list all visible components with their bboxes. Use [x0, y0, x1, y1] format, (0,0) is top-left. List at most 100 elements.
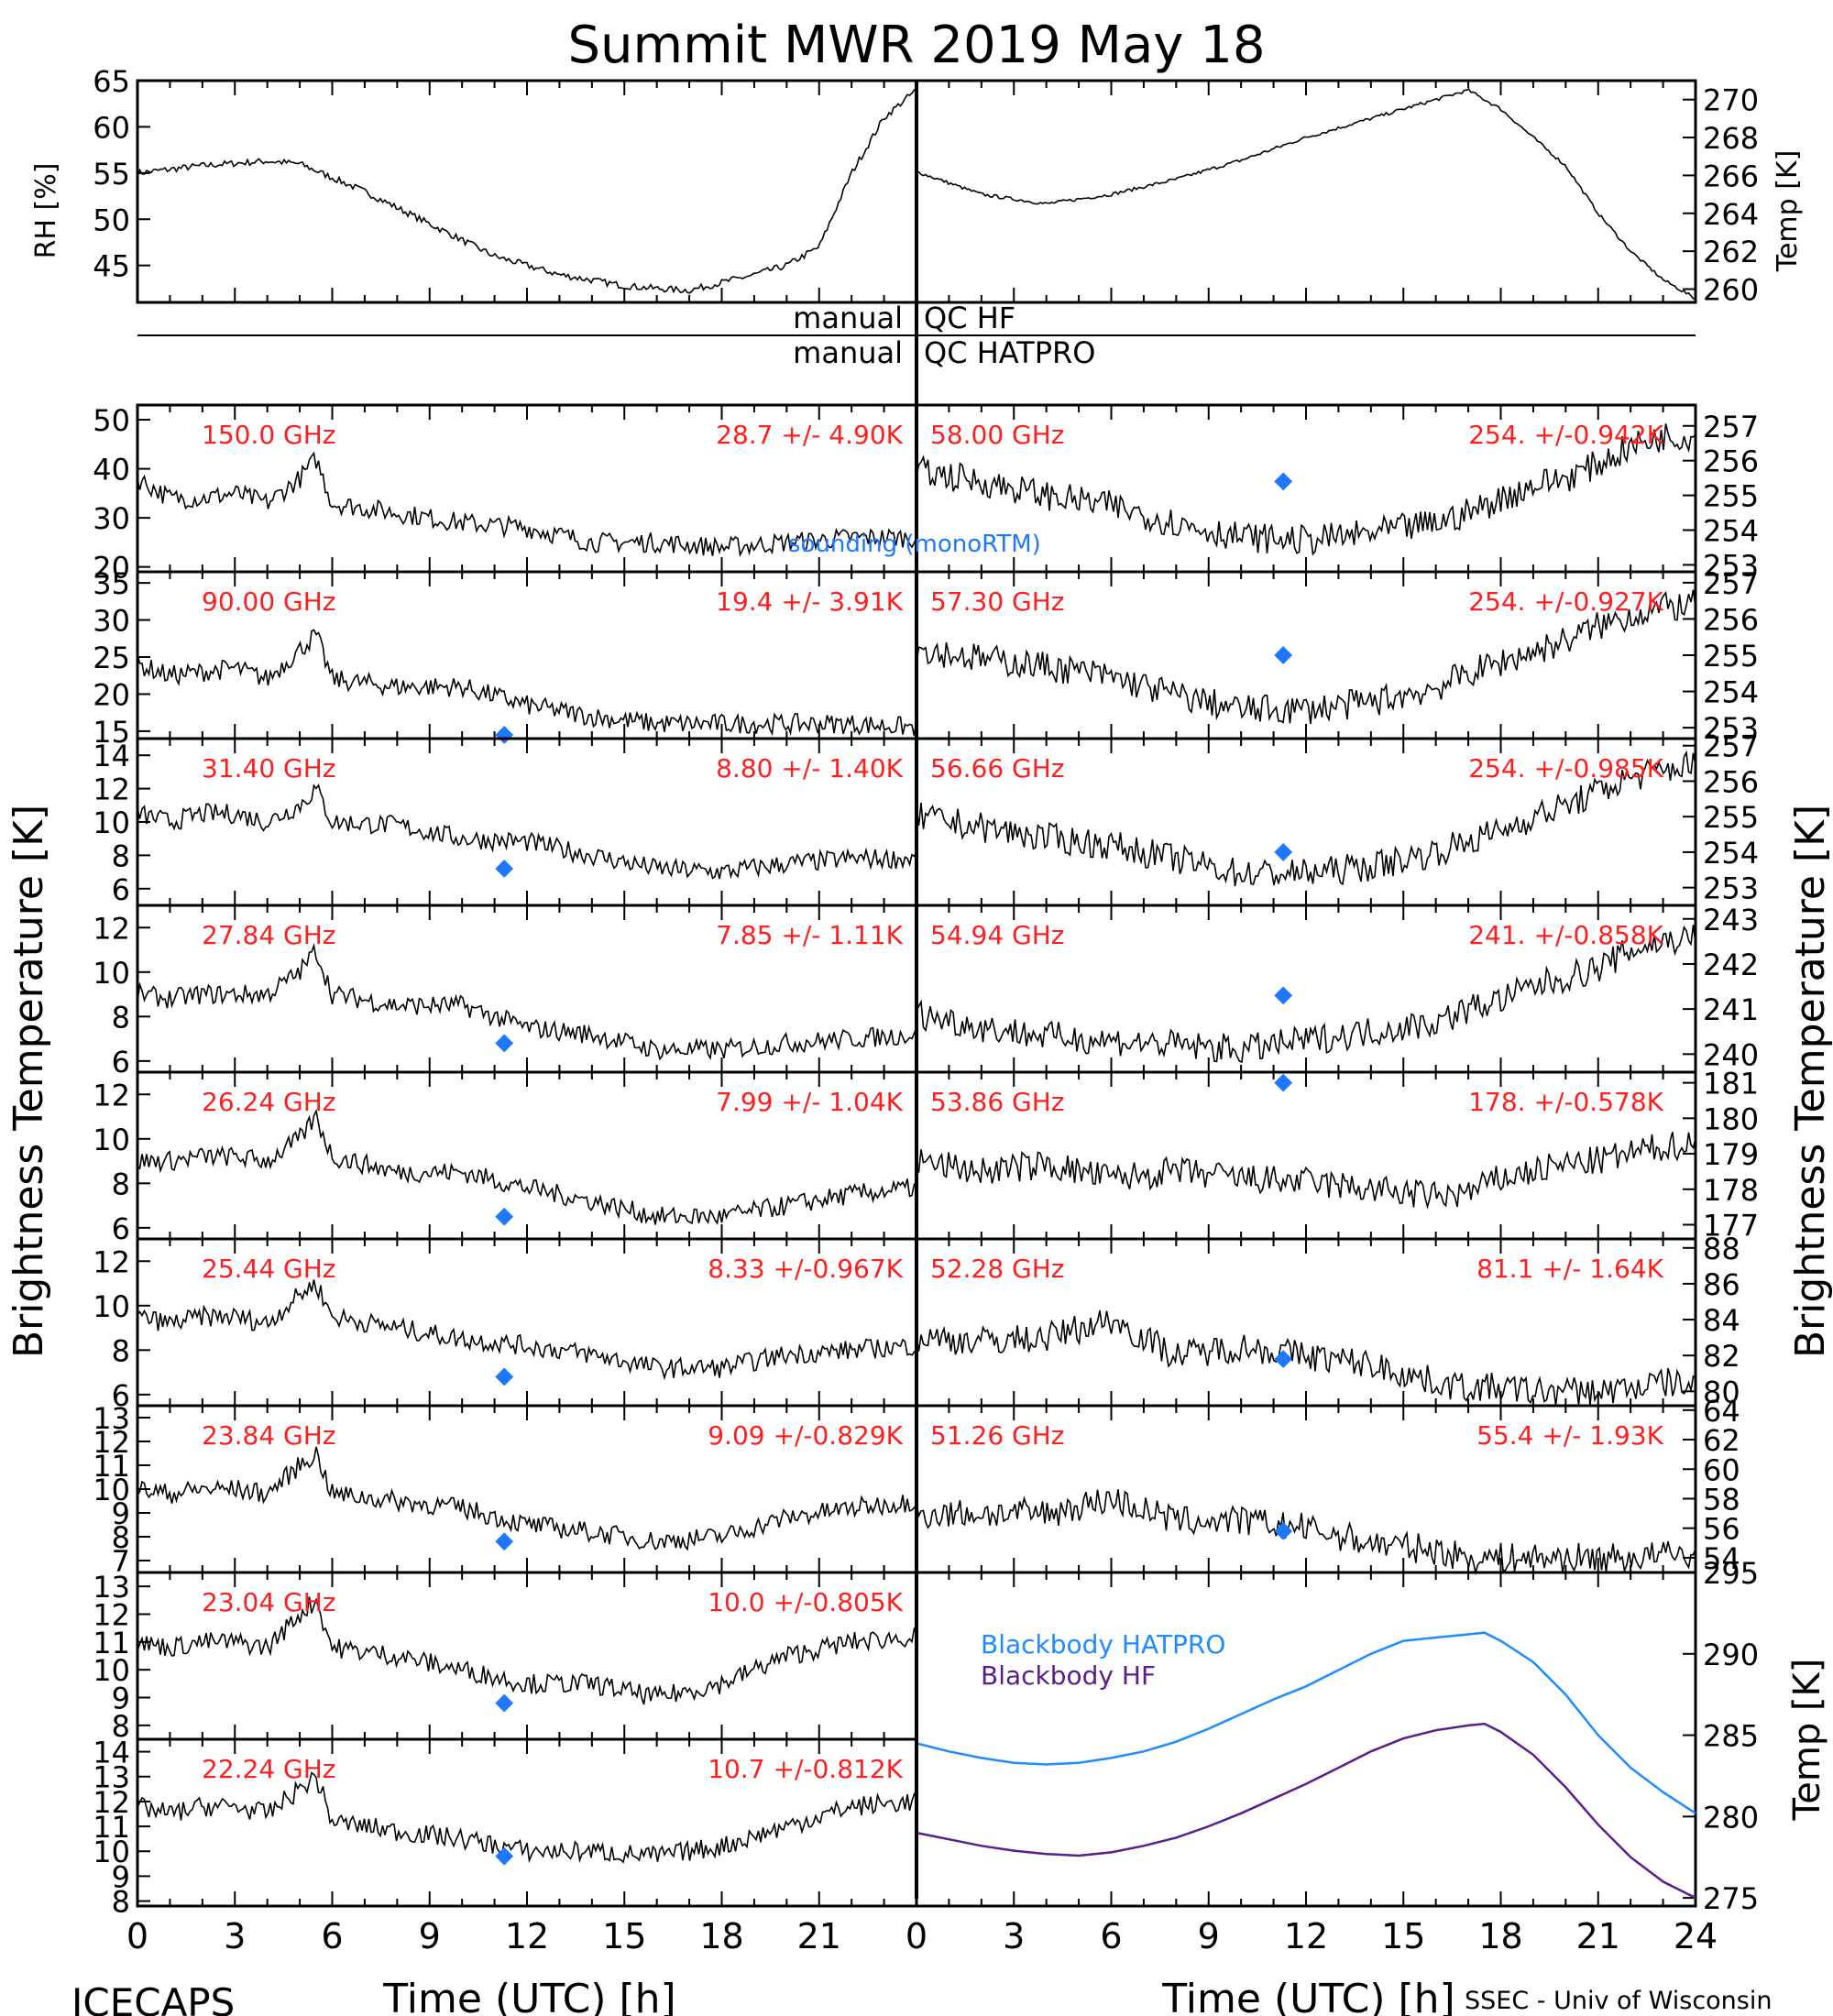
y-tick-label: 6 [112, 1378, 130, 1413]
sounding-point [495, 1846, 514, 1866]
channel-panel-left: 6 8 10 12 27.84 GHz 7.85 +/- 1.11K [93, 904, 918, 1079]
y-tick-label: 35 [93, 566, 130, 601]
rh-series [137, 87, 917, 294]
temp-axis-label: Temp [K] [1772, 150, 1804, 273]
y-tick-label: 86 [1703, 1267, 1740, 1302]
y-tick-label: 9 [112, 1682, 130, 1716]
channel-stats-label: 10.7 +/-0.812K [708, 1754, 903, 1784]
y-tick-label: 12 [93, 1785, 130, 1820]
y-tick-label: 6 [112, 1211, 130, 1246]
y-tick-label: 8 [112, 838, 130, 873]
y-tick-label: 62 [1703, 1423, 1740, 1458]
y-tick-label: 12 [93, 1598, 130, 1633]
sounding-point [1274, 472, 1293, 491]
channel-series [137, 1108, 917, 1225]
temp-series [916, 87, 1696, 300]
channel-series [916, 423, 1696, 556]
y-tick-label: 56 [1703, 1512, 1740, 1547]
channel-frequency-label: 26.24 GHz [202, 1087, 336, 1117]
channel-stats-label: 55.4 +/- 1.93K [1476, 1420, 1663, 1451]
y-tick-label: 60 [93, 110, 130, 145]
channel-frequency-label: 22.24 GHz [202, 1754, 336, 1784]
channel-stats-label: 9.09 +/-0.829K [708, 1420, 903, 1451]
y-tick-label: 254 [1703, 675, 1759, 710]
y-tick-label: 80 [1703, 1375, 1740, 1409]
y-tick-label: 268 [1703, 121, 1759, 156]
y-tick-label: 243 [1703, 903, 1759, 937]
x-tick-label: 12 [505, 1916, 549, 1956]
y-tick-label: 285 [1703, 1719, 1759, 1754]
y-tick-label: 11 [93, 1626, 130, 1660]
y-tick-label: 8 [112, 1000, 130, 1035]
channel-stats-label: 8.80 +/- 1.40K [716, 753, 903, 783]
y-tick-label: 50 [93, 203, 130, 237]
blackbody-hatpro-legend: Blackbody HATPRO [981, 1629, 1225, 1660]
blackbody-axis-label: Temp [K] [1786, 1659, 1828, 1822]
sounding-point [1274, 843, 1293, 861]
y-tick-label: 257 [1703, 729, 1759, 764]
y-tick-label: 15 [93, 715, 130, 750]
x-tick-label: 9 [419, 1916, 441, 1956]
y-tick-label: 40 [93, 453, 130, 488]
channel-frequency-label: 90.00 GHz [202, 586, 336, 617]
y-tick-label: 20 [93, 551, 130, 586]
y-tick-label: 14 [93, 1736, 130, 1770]
x-tick-label: 24 [1674, 1916, 1718, 1956]
y-tick-label: 11 [93, 1810, 130, 1845]
y-tick-label: 8 [112, 1520, 130, 1555]
x-tick-label: 18 [699, 1916, 743, 1956]
channel-frequency-label: 52.28 GHz [930, 1254, 1065, 1284]
x-tick-label: 0 [906, 1916, 927, 1956]
channel-stats-label: 7.85 +/- 1.11K [716, 920, 903, 950]
channel-frequency-label: 54.94 GHz [930, 920, 1065, 950]
y-tick-label: 60 [1703, 1452, 1740, 1487]
y-tick-label: 181 [1703, 1067, 1759, 1101]
y-tick-label: 20 [93, 677, 130, 712]
channel-series [137, 1596, 917, 1705]
channel-stats-label: 254. +/-0.985K [1468, 753, 1663, 783]
y-tick-label: 10 [93, 1123, 130, 1157]
qc-strip: manual QC HF manual QC HATPRO [137, 301, 1696, 370]
y-tick-label: 10 [93, 956, 130, 991]
y-tick-label: 25 [93, 641, 130, 675]
channel-series [137, 451, 917, 558]
y-tick-label: 30 [93, 604, 130, 639]
blackbody-frame [915, 1571, 1697, 1908]
sounding-point [1274, 1522, 1293, 1540]
channel-series [916, 1132, 1696, 1210]
channel-stats-label: 81.1 +/- 1.64K [1476, 1254, 1663, 1284]
channel-frequency-label: 58.00 GHz [930, 420, 1065, 450]
y-tick-label: 6 [112, 1045, 130, 1079]
qc-hf-right-label: QC HF [924, 301, 1015, 335]
qc-hatpro-left-label: manual [793, 335, 903, 370]
x-tick-label: 15 [1381, 1916, 1425, 1956]
blackbody-hf-legend: Blackbody HF [981, 1660, 1156, 1691]
channel-stats-label: 7.99 +/- 1.04K [716, 1087, 903, 1117]
y-tick-label: 9 [112, 1859, 130, 1894]
sounding-point [495, 1367, 514, 1386]
sounding-point [495, 1034, 514, 1053]
sounding-legend: sounding (monoRTM) [788, 531, 1041, 558]
channel-stats-label: 10.0 +/-0.805K [708, 1587, 903, 1617]
sounding-point [495, 860, 514, 878]
y-tick-label: 179 [1703, 1137, 1759, 1172]
y-tick-label: 64 [1703, 1394, 1740, 1429]
y-tick-label: 45 [93, 249, 130, 284]
footer-left-label: ICECAPS [71, 1980, 235, 2016]
y-tick-label: 10 [93, 805, 130, 840]
y-tick-label: 255 [1703, 639, 1759, 674]
channel-series [916, 925, 1696, 1063]
y-tick-label: 12 [93, 1244, 130, 1279]
channel-series [916, 1489, 1696, 1576]
channel-series [916, 750, 1696, 887]
qc-hf-left-label: manual [793, 301, 903, 335]
y-tick-label: 12 [93, 1078, 130, 1112]
